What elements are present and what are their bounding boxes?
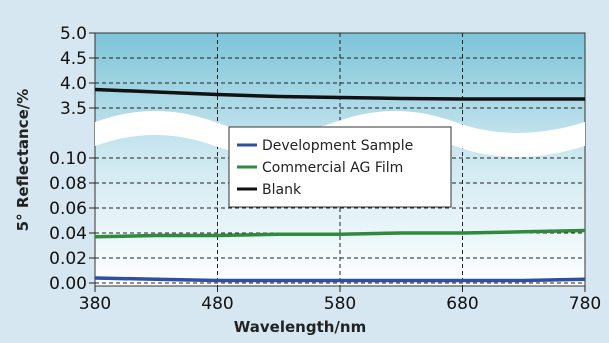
y-tick-label: 0.10 [49,149,87,169]
y-tick-label: 4.5 [60,49,87,69]
legend-box [228,126,452,208]
series-line-commercial-ag-film [94,228,586,239]
y-tick-label: 0.04 [49,224,87,244]
y-tick-label: 0.08 [49,174,87,194]
y-tick-label: 0.06 [49,199,87,219]
x-tick-label: 680 [446,294,478,314]
legend-label-development-sample: Development Sample [262,138,413,154]
x-tick-label: 780 [569,294,601,314]
x-axis-label: Wavelength/nm [234,318,366,336]
y-tick-label: 5.0 [60,24,87,44]
y-axis-label: 5° Reflectance/% [14,89,32,232]
legend: Development Sample Commercial AG Film Bl… [228,126,452,208]
x-tick-label: 380 [79,294,111,314]
x-tick-label: 480 [201,294,233,314]
series-line-blank [94,87,585,101]
series-layer [94,87,586,283]
y-tick-label: 4.0 [60,74,87,94]
legend-label-commercial-ag-film: Commercial AG Film [262,160,403,176]
legend-label-blank: Blank [262,182,302,198]
y-tick-label: 0.02 [49,249,87,269]
series-line-development-sample [94,276,586,283]
x-tick-label: 580 [324,294,356,314]
y-tick-label: 0.00 [49,274,87,294]
tick-layer: 3.5 4.0 4.5 5.0 0.00 0.02 0.04 0.06 0.08 0.10 380 4… [49,24,601,314]
y-tick-label: 3.5 [60,99,87,119]
